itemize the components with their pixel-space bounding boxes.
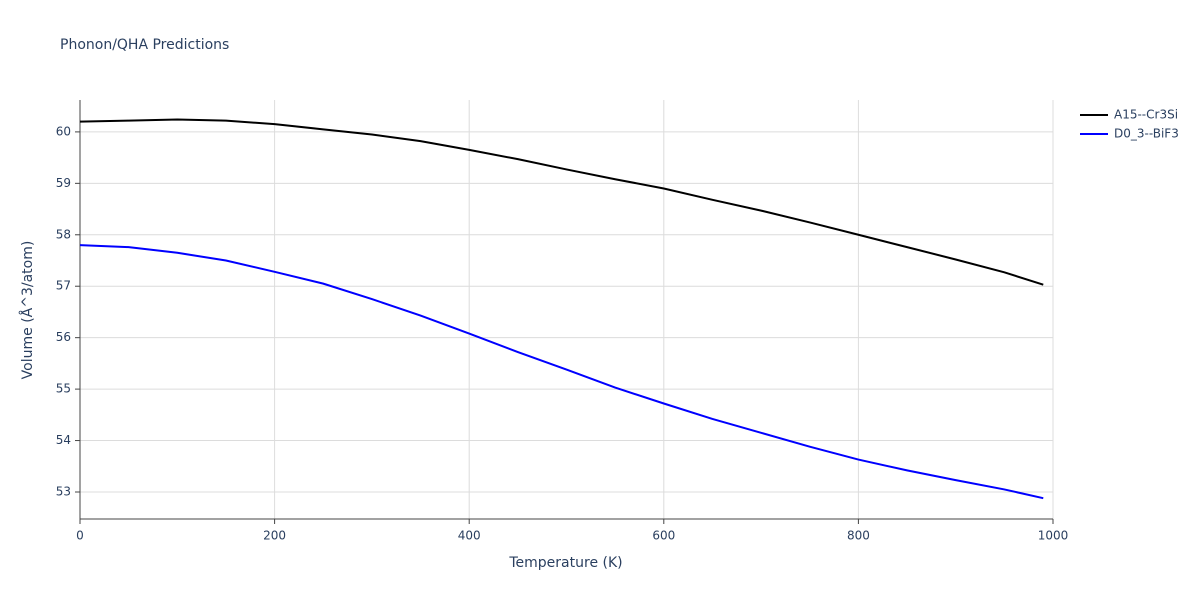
legend-label: A15--Cr3Si [1114, 108, 1178, 122]
x-tick-label: 800 [847, 529, 870, 543]
x-tick-label: 200 [263, 529, 286, 543]
x-tick-label: 400 [458, 529, 481, 543]
x-tick-label: 600 [652, 529, 675, 543]
line-series [79, 118, 1044, 286]
y-tick-label: 55 [56, 382, 71, 396]
y-axis-title: Volume (Å^3/atom) [19, 241, 36, 380]
y-tick-label: 56 [56, 330, 71, 344]
y-tick-label: 54 [56, 433, 71, 447]
y-tick-label: 53 [56, 484, 71, 498]
y-tick-label: 58 [56, 227, 71, 241]
y-tick-label: 60 [56, 124, 71, 138]
legend-label: D0_3--BiF3 [1114, 127, 1179, 141]
chart-title: Phonon/QHA Predictions [60, 37, 229, 53]
x-tick-label: 1000 [1038, 529, 1069, 543]
y-tick-label: 59 [56, 176, 71, 190]
x-axis-title: Temperature (K) [508, 555, 622, 571]
y-tick-label: 57 [56, 279, 71, 293]
x-tick-label: 0 [76, 529, 84, 543]
line-series [79, 244, 1044, 500]
